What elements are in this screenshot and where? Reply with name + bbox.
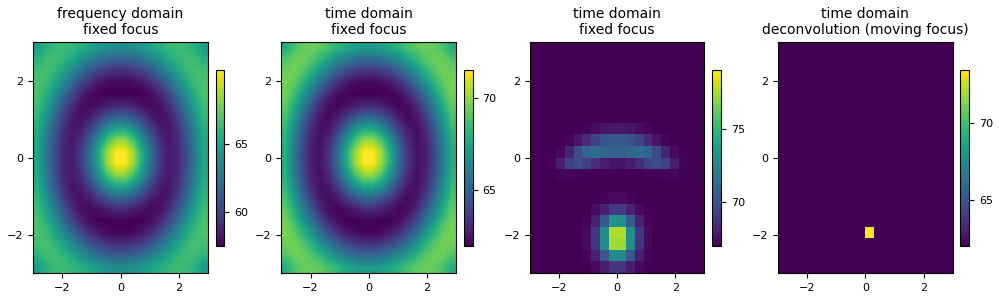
- Title: time domain
fixed focus: time domain fixed focus: [325, 7, 413, 37]
- Title: time domain
fixed focus: time domain fixed focus: [573, 7, 661, 37]
- Title: frequency domain
fixed focus: frequency domain fixed focus: [57, 7, 184, 37]
- Title: time domain
deconvolution (moving focus): time domain deconvolution (moving focus): [762, 7, 969, 37]
